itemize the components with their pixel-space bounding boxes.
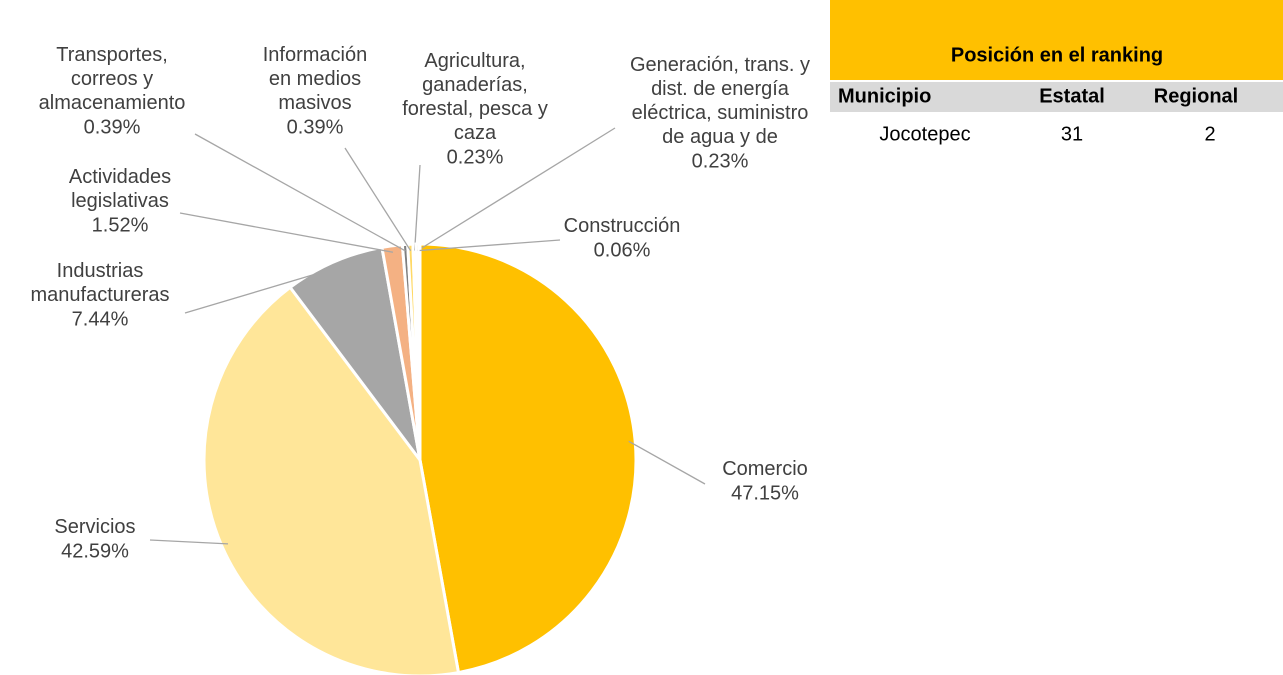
label-line: forestal, pesca y bbox=[402, 98, 548, 120]
table-header: Estatal bbox=[1039, 85, 1105, 107]
pie-slice bbox=[202, 285, 461, 675]
label-line: eléctrica, suministro bbox=[632, 102, 809, 124]
label-line: Transportes, bbox=[56, 44, 168, 66]
label-line: dist. de energía bbox=[651, 78, 790, 100]
pie-slice bbox=[417, 242, 422, 461]
slice-value-label: 7.44% bbox=[72, 308, 129, 330]
table-cell: 31 bbox=[1061, 123, 1083, 145]
leader-line bbox=[417, 127, 616, 252]
pie-slice bbox=[288, 245, 422, 461]
slice-value-label: 42.59% bbox=[61, 540, 129, 562]
label-line: Industrias bbox=[57, 260, 144, 282]
slice-label: Transportes, correos y almacenamiento bbox=[39, 44, 186, 114]
label-line: en medios bbox=[269, 68, 361, 90]
label-line: ganaderías, bbox=[422, 74, 528, 96]
label-line: correos y bbox=[71, 68, 153, 90]
leader-line bbox=[194, 133, 406, 252]
pie-slice bbox=[418, 242, 638, 675]
leader-line bbox=[184, 267, 337, 314]
leader-line bbox=[419, 239, 561, 252]
label-line: Actividades bbox=[69, 166, 171, 188]
slice-label: Construcción bbox=[564, 215, 681, 237]
slice-label: Generación, trans. y dist. de energía eléc… bbox=[630, 54, 810, 148]
slice-value-label: 1.52% bbox=[92, 214, 149, 236]
label-line: almacenamiento bbox=[39, 92, 186, 114]
table-title: Posición en el ranking bbox=[951, 44, 1163, 66]
table-cell: Jocotepec bbox=[879, 123, 970, 145]
table-header: Municipio bbox=[838, 85, 931, 107]
label-line: Información bbox=[263, 44, 368, 66]
leader-line bbox=[179, 212, 394, 253]
slice-value-label: 0.39% bbox=[84, 116, 141, 138]
table-header: Regional bbox=[1154, 85, 1238, 107]
slice-label: Servicios bbox=[54, 516, 135, 538]
table-header-bg bbox=[830, 82, 1283, 112]
slice-value-label: 0.06% bbox=[594, 239, 651, 261]
leader-line bbox=[414, 164, 421, 251]
slice-value-label: 0.23% bbox=[447, 146, 504, 168]
table-title-bg bbox=[830, 0, 1283, 80]
slice-label: Industrias manufactureras bbox=[31, 260, 170, 306]
slice-value-label: 47.15% bbox=[731, 482, 799, 504]
slice-label: Agricultura, ganaderías, forestal, pesca y… bbox=[402, 50, 548, 144]
label-line: masivos bbox=[278, 92, 351, 114]
label-line: Agricultura, bbox=[424, 50, 525, 72]
slice-value-label: 0.39% bbox=[287, 116, 344, 138]
label-line: legislativas bbox=[71, 190, 169, 212]
label-line: Comercio bbox=[722, 458, 808, 480]
leader-line bbox=[344, 147, 412, 252]
table-cell: 2 bbox=[1204, 123, 1215, 145]
slice-label: Información en medios masivos bbox=[263, 44, 368, 114]
leader-line bbox=[149, 539, 229, 545]
label-line: manufactureras bbox=[31, 284, 170, 306]
slice-label: Actividades legislativas bbox=[69, 166, 171, 212]
label-line: Servicios bbox=[54, 516, 135, 538]
slice-value-label: 0.23% bbox=[692, 150, 749, 172]
slice-label: Comercio bbox=[722, 458, 808, 480]
label-line: Construcción bbox=[564, 215, 681, 237]
leader-line bbox=[628, 440, 706, 485]
label-line: Generación, trans. y bbox=[630, 54, 810, 76]
label-line: de agua y de bbox=[662, 126, 778, 148]
label-line: caza bbox=[454, 122, 497, 144]
